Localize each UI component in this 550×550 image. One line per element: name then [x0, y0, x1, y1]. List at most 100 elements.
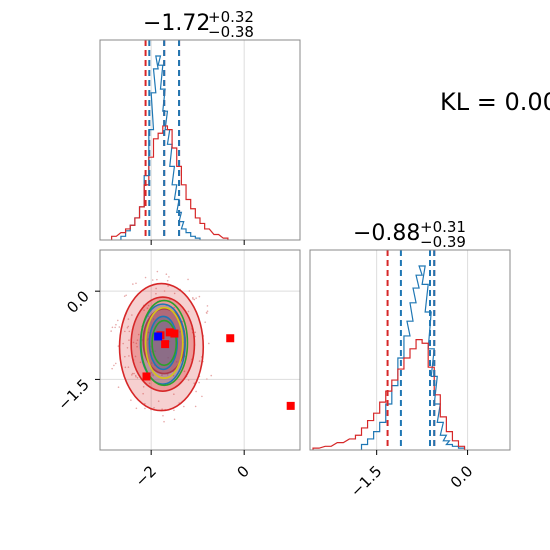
sample-point [194, 331, 197, 334]
panel-2-title-sup: +0.31 [420, 218, 466, 236]
sample-point [173, 306, 175, 309]
sample-point [111, 326, 114, 329]
sample-point [148, 382, 151, 385]
sample-point [133, 372, 135, 375]
sample-point [144, 276, 147, 279]
sample-point [115, 323, 117, 326]
axes-frame [99, 39, 301, 241]
sample-point [124, 330, 126, 333]
sample-point [128, 330, 131, 333]
sample-point [206, 312, 208, 314]
hist-series-blue [360, 265, 466, 450]
sample-point [151, 279, 154, 281]
sample-point [111, 367, 113, 370]
kl-label: KL = 0.00 [440, 88, 550, 116]
panel-1-title-sup: +0.32 [208, 8, 254, 26]
sample-point [135, 282, 137, 285]
sample-point [198, 381, 200, 384]
sample-point [161, 374, 163, 377]
sample-point [144, 407, 146, 410]
red-marker [226, 334, 235, 343]
sample-point [110, 330, 112, 332]
sample-point [126, 326, 129, 329]
y-tick-label: −1.5 [54, 376, 92, 414]
sample-point [172, 374, 175, 377]
sample-point [204, 321, 206, 324]
sample-point [173, 409, 175, 412]
sample-point [123, 295, 126, 297]
sample-point [135, 342, 138, 345]
histogram-panel-2: −0.88 +0.31 −0.39 −1.5 0.0 [309, 218, 511, 501]
sample-point [192, 298, 194, 300]
sample-point [183, 405, 185, 408]
x-tick-label: 0.0 [447, 462, 477, 492]
sample-point [178, 402, 180, 404]
sample-point [124, 355, 126, 358]
sample-point [142, 392, 144, 395]
sample-point [166, 374, 169, 376]
sample-point [173, 292, 176, 295]
sample-point [113, 364, 115, 367]
axes-frame [309, 249, 511, 451]
sample-point [147, 304, 150, 307]
sample-point [162, 414, 164, 417]
histogram-panel-1: −1.72 +0.32 −0.38 [99, 8, 301, 245]
sample-point [127, 366, 130, 368]
sample-point [167, 356, 169, 359]
sample-point [152, 318, 155, 320]
panel-1-title-value: −1.72 [143, 11, 210, 36]
hist-series-blue [120, 55, 201, 240]
sample-point [131, 374, 133, 376]
sample-point [161, 408, 163, 410]
panel-1-title-sub: −0.38 [208, 23, 254, 41]
sample-point [187, 379, 190, 381]
sample-point [156, 278, 158, 281]
sample-point [154, 350, 156, 352]
sample-point [117, 386, 120, 389]
sample-point [168, 276, 170, 278]
sample-point [122, 342, 124, 345]
contour-green [140, 299, 189, 387]
x-tick-label: 0 [234, 462, 253, 481]
sample-point [124, 366, 127, 369]
y-tick-label: 0.0 [63, 287, 93, 317]
sample-point [131, 372, 134, 375]
sample-point [156, 270, 159, 273]
red-marker [142, 372, 151, 381]
sample-point [139, 361, 142, 364]
sample-point [134, 374, 137, 377]
x-tick-label: −2 [132, 462, 160, 490]
sample-point [114, 362, 117, 365]
sample-point [142, 385, 145, 388]
sample-point [201, 395, 203, 398]
sample-point [136, 376, 139, 379]
sample-point [193, 382, 196, 384]
sample-point [157, 400, 160, 402]
sample-point [183, 370, 186, 373]
sample-point [165, 273, 168, 276]
sample-point [187, 278, 189, 281]
sample-point [150, 362, 153, 364]
sample-point [126, 346, 129, 349]
sample-point [167, 285, 169, 287]
sample-point [131, 314, 133, 316]
sample-point [150, 371, 153, 374]
sample-point [188, 290, 191, 292]
sample-point [130, 399, 132, 401]
sample-point [128, 339, 130, 341]
sample-point [114, 326, 116, 329]
sample-point [198, 295, 201, 298]
sample-point [125, 294, 127, 297]
x-tick-label: −1.5 [347, 462, 385, 500]
sample-point [132, 341, 135, 344]
red-marker [286, 401, 295, 410]
sample-point [116, 319, 119, 322]
sample-point [208, 342, 210, 345]
sample-point [193, 298, 196, 301]
sample-point [127, 318, 130, 320]
sample-point [152, 373, 154, 376]
sample-point [179, 331, 181, 333]
sample-point [143, 309, 145, 311]
sample-point [198, 360, 201, 362]
